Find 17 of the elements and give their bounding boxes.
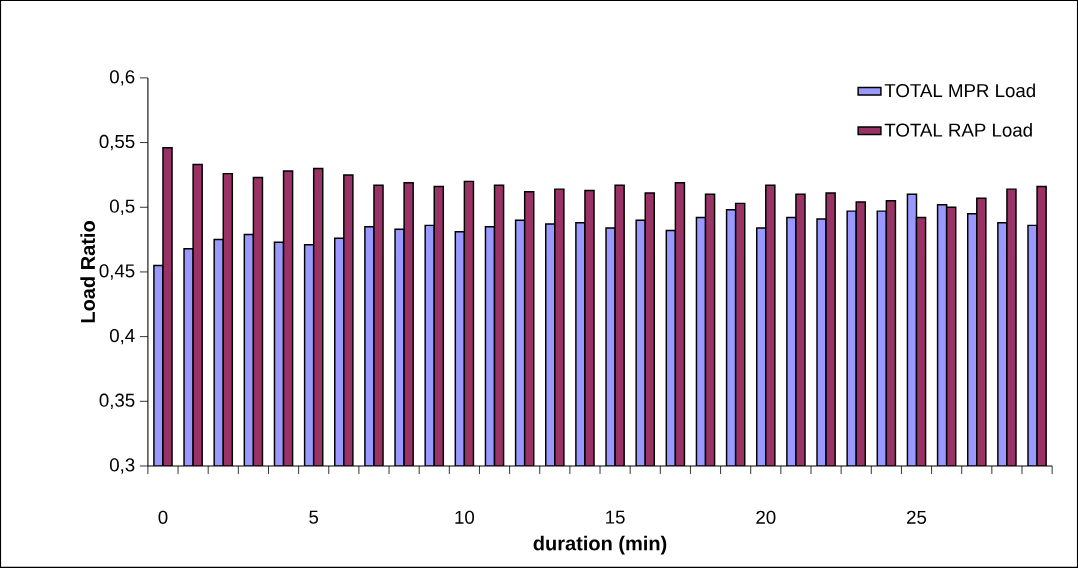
y-tick-label: 0,3 [109,458,135,474]
y-tick-label: 0,35 [99,393,135,410]
x-axis-title: duration (min) [533,535,667,555]
x-tick-label: 15 [606,510,625,524]
y-tick-label: 0,55 [99,134,135,151]
x-tick-label: 20 [756,510,776,524]
x-tick-label: 0 [158,510,168,524]
y-tick-label: 0,6 [109,70,135,86]
y-tick-label: 0,45 [99,264,135,280]
y-tick-label: 0,4 [109,328,135,345]
x-tick-label: 25 [907,510,927,524]
x-tick-label: 10 [455,510,475,524]
legend-label: TOTAL MPR Load [884,83,1035,98]
x-tick-label: 5 [309,510,319,524]
legend-label: TOTAL RAP Load [884,123,1032,137]
y-axis-title: Load Ratio [80,221,96,323]
y-tick-label: 0,5 [109,199,135,216]
